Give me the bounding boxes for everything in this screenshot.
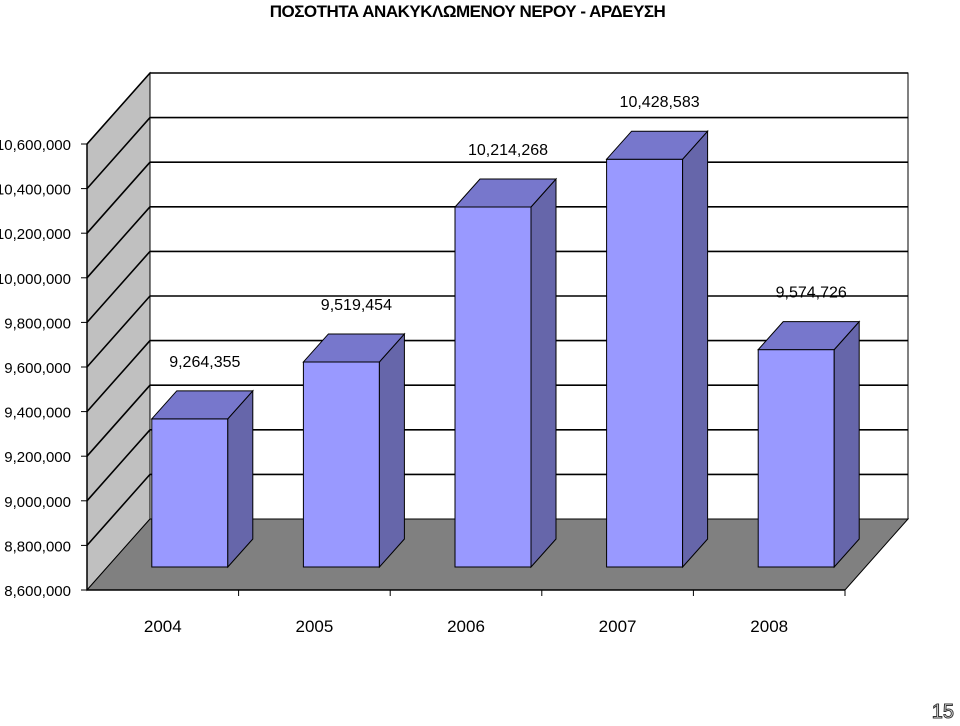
- y-tick-label: 10,400,000: [0, 182, 71, 199]
- data-label-2006: 10,214,268: [468, 142, 548, 159]
- bar-top-2004: [150, 390, 254, 420]
- chart-title: ΠΟΣΟΤΗΤΑ ΑΝΑΚΥΚΛΩΜΕΝΟΥ ΝΕΡΟΥ - ΑΡΔΕΥΣΗ: [269, 2, 666, 21]
- x-tick-label: 2007: [599, 617, 637, 636]
- y-tick-label: 10,000,000: [0, 271, 71, 288]
- data-label-2004: 9,264,355: [169, 354, 240, 371]
- bar-side-2008: [833, 320, 860, 569]
- x-tick-label: 2006: [447, 617, 485, 636]
- bar-front-2008: [757, 349, 835, 568]
- bar-side-2004: [227, 389, 254, 569]
- y-tick-label: 8,600,000: [4, 583, 71, 600]
- bar-top-2005: [302, 333, 406, 363]
- bar-side-2005: [378, 332, 405, 569]
- page-number: 15: [931, 701, 954, 724]
- y-tick-label: 9,800,000: [4, 315, 71, 332]
- y-tick-label: 9,400,000: [4, 405, 71, 422]
- x-tick-label: 2004: [144, 617, 182, 636]
- y-tick-label: 9,600,000: [4, 360, 71, 377]
- y-tick-label: 9,200,000: [4, 449, 71, 466]
- y-tick-label: 10,600,000: [0, 137, 71, 154]
- bar-side-2007: [682, 129, 709, 569]
- gridline: [86, 72, 908, 145]
- bar-front-2007: [606, 158, 684, 568]
- data-label-2007: 10,428,583: [620, 94, 700, 111]
- y-tick-label: 9,000,000: [4, 494, 71, 511]
- bar-top-2007: [605, 130, 709, 160]
- bar-top-2008: [757, 321, 861, 351]
- data-label-2005: 9,519,454: [321, 297, 392, 314]
- bar-side-2006: [530, 177, 557, 569]
- bar-front-2005: [302, 361, 380, 568]
- bar-top-2006: [453, 178, 558, 208]
- y-tick-label: 10,200,000: [0, 226, 71, 243]
- x-tick-label: 2005: [295, 617, 333, 636]
- gridline: [86, 116, 908, 190]
- x-tick-label: 2008: [750, 617, 788, 636]
- y-tick-label: 8,800,000: [4, 538, 71, 555]
- data-label-2008: 9,574,726: [776, 285, 847, 302]
- bar-front-2004: [151, 418, 229, 568]
- bar-front-2006: [454, 206, 532, 568]
